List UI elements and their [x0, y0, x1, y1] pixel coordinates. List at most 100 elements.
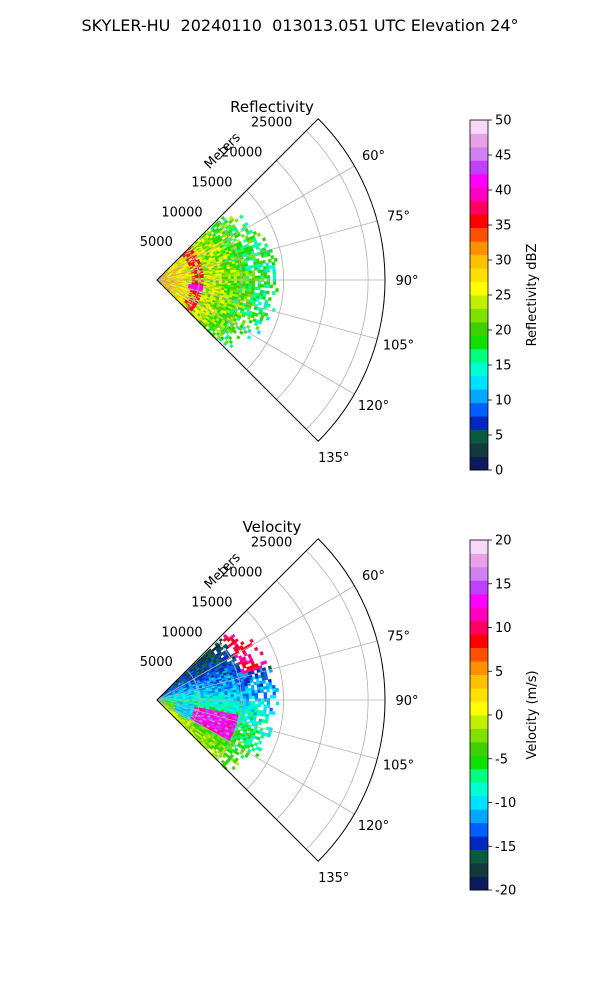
data-cell [254, 692, 259, 697]
data-cell [272, 281, 277, 286]
colorbar-swatch [470, 443, 488, 457]
radial-tick-label: 25000 [251, 116, 292, 131]
data-cell [256, 712, 261, 717]
data-cell [236, 274, 241, 277]
data-cell [230, 696, 235, 700]
colorbar-swatch [470, 647, 488, 662]
data-cell [239, 214, 244, 220]
data-cell [268, 685, 273, 690]
angular-grid-line [156, 220, 378, 281]
data-cell [236, 700, 241, 704]
data-cell [263, 266, 267, 270]
colorbar-tick-label: 10 [495, 621, 512, 636]
data-cell [209, 275, 214, 278]
data-cell [230, 633, 236, 639]
angular-grid-line [156, 585, 355, 701]
angular-grid-line [156, 165, 355, 281]
data-cell [255, 752, 260, 758]
data-cell [233, 283, 238, 286]
radial-tick-label: 15000 [191, 595, 232, 610]
data-cell [230, 276, 235, 280]
data-cell [221, 697, 226, 700]
data-cell [236, 335, 241, 340]
colorbar-swatch [470, 674, 488, 689]
data-cell [253, 646, 259, 652]
colorbar-swatch [470, 241, 488, 256]
data-cell [212, 277, 217, 280]
radial-tick-label: 5000 [140, 655, 173, 670]
data-cell [230, 280, 235, 284]
data-cell [268, 710, 273, 715]
data-cell [251, 695, 256, 699]
data-cell [227, 702, 232, 706]
colorbar-swatch [470, 133, 488, 148]
data-cell [263, 686, 267, 690]
data-cell [266, 284, 271, 289]
data-cell [270, 255, 275, 260]
data-cell [247, 682, 252, 687]
data-cell [227, 280, 232, 284]
data-cell [263, 710, 267, 714]
data-cell [244, 221, 249, 227]
data-cell [242, 283, 247, 287]
colorbar-swatch [470, 375, 488, 390]
colorbar-tick-label: 45 [495, 149, 512, 164]
data-cell [260, 289, 264, 294]
data-cell [267, 678, 272, 683]
data-cell [221, 754, 227, 759]
data-cell [254, 275, 259, 279]
data-cell [254, 689, 258, 694]
data-cell [227, 694, 232, 698]
data-cell [244, 711, 249, 715]
data-cell [215, 700, 220, 703]
data-cell [266, 688, 270, 693]
data-cell [269, 694, 274, 699]
colorbar-label: Reflectivity dBZ [525, 244, 540, 347]
colorbar-swatch [470, 688, 488, 702]
data-cell [272, 271, 277, 276]
panel-velocity: Velocity 60° 75° 90° 105° 120° 135° 5000 10000 15… [140, 518, 540, 899]
data-cell [233, 696, 238, 700]
radial-tick-label: 15000 [191, 175, 232, 190]
data-cell [266, 704, 271, 709]
data-cell [191, 698, 196, 700]
data-cell [245, 324, 251, 330]
data-cell [257, 747, 263, 752]
data-cell [261, 237, 267, 242]
data-cell [242, 701, 247, 704]
colorbar-swatch [470, 254, 488, 269]
data-cell [250, 264, 255, 269]
figure-title: SKYLER-HU 20240110 013013.051 UTC Elevat… [81, 16, 519, 35]
angular-grid-line [156, 640, 378, 701]
data-cell [257, 281, 262, 285]
data-cell [275, 701, 280, 706]
data-cell [260, 272, 265, 276]
data-cell [221, 695, 226, 698]
data-cell [260, 269, 264, 273]
colorbar-swatch [470, 553, 488, 568]
data-cell [251, 283, 256, 287]
data-cell [257, 320, 263, 325]
data-cell [271, 261, 276, 266]
data-cell [233, 692, 237, 695]
data-cell [215, 697, 220, 700]
data-cell [260, 701, 265, 705]
colorbar-swatch [470, 146, 488, 161]
data-cell [254, 703, 259, 708]
colorbar-swatch [470, 849, 488, 864]
data-cell [257, 709, 261, 714]
data-cell [230, 694, 235, 698]
colorbar-tick-label: -15 [495, 840, 516, 855]
data-cell [236, 703, 241, 706]
data-cell [255, 298, 260, 302]
angular-grid-line [156, 279, 355, 395]
data-cell [256, 263, 261, 268]
radial-tick-label: 20000 [221, 146, 262, 161]
data-cell [245, 701, 250, 705]
data-cell [233, 274, 238, 277]
colorbar-tick-label: 40 [495, 184, 512, 199]
data-cell [245, 281, 250, 285]
data-cell [209, 277, 214, 280]
data-cell [251, 706, 255, 710]
